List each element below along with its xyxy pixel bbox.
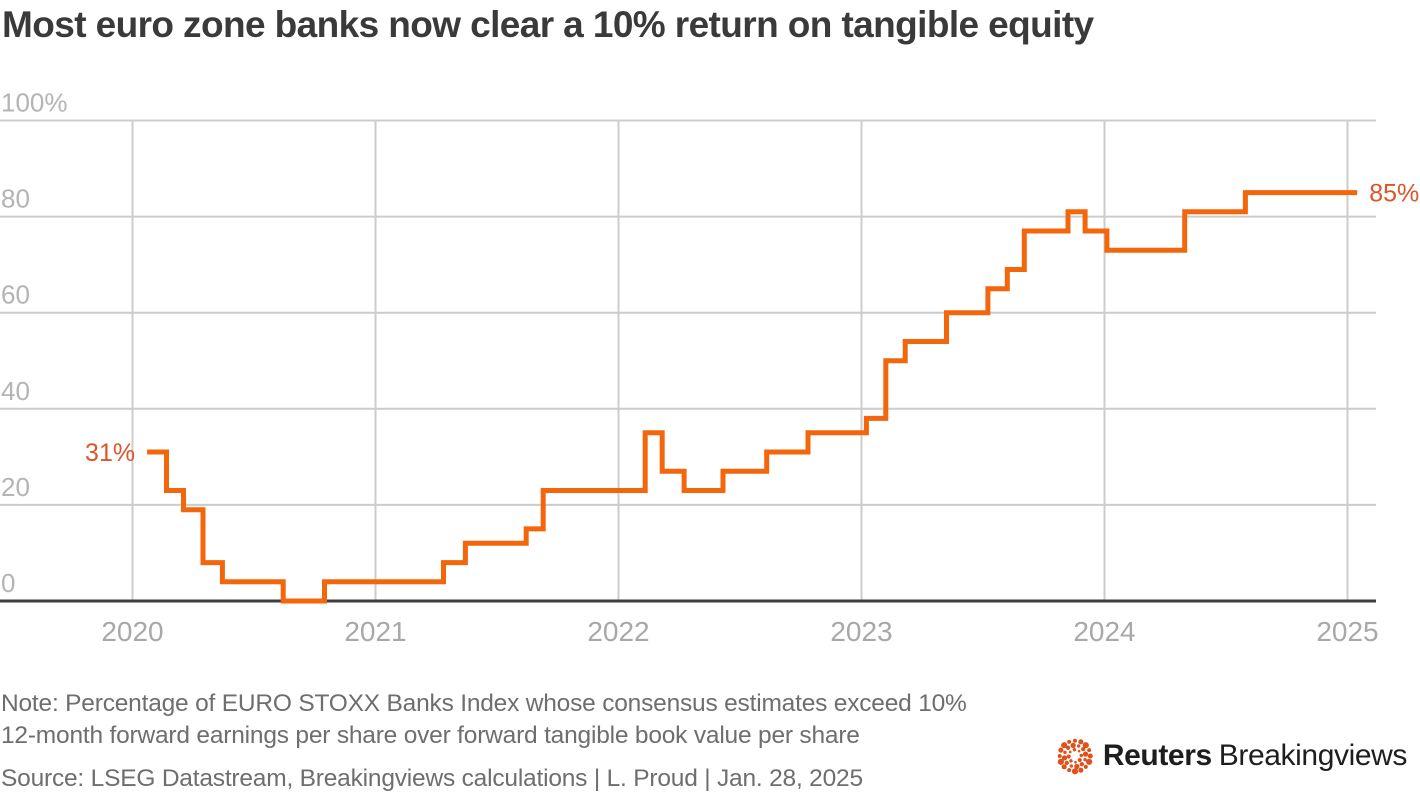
y-axis-tick-label: 100% (1, 88, 68, 118)
logo-dot (1083, 757, 1087, 762)
logo-dot (1061, 755, 1067, 761)
value-annotation-85: 85% (1369, 180, 1419, 208)
logo-dot (1057, 758, 1064, 765)
logo-dot (1086, 748, 1092, 753)
logo-dot (1072, 738, 1077, 743)
y-axis-tick-label: 20 (1, 472, 30, 502)
reuters-dots-icon (1057, 738, 1093, 775)
logo-dot (1083, 764, 1088, 769)
footnote-block: Note: Percentage of EURO STOXX Banks Ind… (1, 688, 967, 793)
logo-dot (1063, 750, 1067, 755)
logo-dot (1074, 763, 1080, 770)
logo-dot (1066, 739, 1072, 744)
logo-dot (1072, 748, 1077, 752)
y-axis-tick-label: 0 (1, 568, 15, 598)
logo-dot (1074, 760, 1077, 764)
logo-dot (1057, 753, 1062, 759)
x-axis-tick-label: 2024 (1073, 616, 1135, 647)
logo-dot (1079, 753, 1083, 758)
y-axis-tick-label: 80 (1, 184, 30, 214)
x-axis-tick-label: 2022 (587, 616, 649, 647)
chart-title: Most euro zone banks now clear a 10% ret… (2, 4, 1094, 45)
logo-dot (1064, 760, 1069, 766)
logo-dot (1068, 750, 1072, 754)
logo-dot (1069, 759, 1073, 763)
reuters-breakingviews-logo: Reuters Breakingviews (1056, 735, 1407, 777)
logo-dot (1077, 749, 1081, 753)
logo-dot (1080, 746, 1086, 752)
logo-dot (1078, 767, 1084, 773)
value-annotation-31: 31% (85, 439, 135, 467)
note-line-2: 12-month forward earnings per share over… (1, 722, 860, 749)
source-line: Source: LSEG Datastream, Breakingviews c… (1, 765, 863, 792)
logo-breakingviews-text: Breakingviews (1218, 739, 1408, 772)
logo-dot (1070, 742, 1076, 749)
logo-dot (1066, 768, 1072, 773)
note-line-1: Note: Percentage of EURO STOXX Banks Ind… (1, 690, 967, 717)
logo-dot (1061, 764, 1067, 770)
logo-dot (1076, 744, 1081, 748)
logo-dot (1065, 745, 1071, 750)
logo-dot (1071, 768, 1078, 775)
logo-dot (1078, 739, 1084, 745)
y-axis-tick-label: 60 (1, 280, 30, 310)
data-series-step-line (147, 190, 1358, 604)
y-axis-tick-label: 40 (1, 376, 30, 406)
x-axis-tick-label: 2020 (101, 616, 163, 647)
x-axis-tick-label: 2025 (1316, 616, 1378, 647)
logo-dot (1082, 751, 1089, 757)
logo-dot (1060, 742, 1068, 749)
step-line-chart: 100% 80 60 40 20 0 2020 2021 2022 2023 2024 2025 31%… (0, 88, 1419, 647)
logo-dot (1069, 764, 1073, 768)
logo-dot (1066, 754, 1071, 759)
x-axis-tick-label: 2023 (830, 616, 892, 647)
logo-dot (1087, 753, 1093, 759)
logo-dot (1077, 757, 1082, 763)
logo-dot (1058, 747, 1064, 753)
x-axis-tick-label: 2021 (344, 616, 406, 647)
logo-dot (1079, 762, 1084, 767)
logo-dot (1085, 758, 1093, 765)
logo-dot (1082, 742, 1089, 749)
logo-reuters-text: Reuters (1102, 739, 1212, 772)
